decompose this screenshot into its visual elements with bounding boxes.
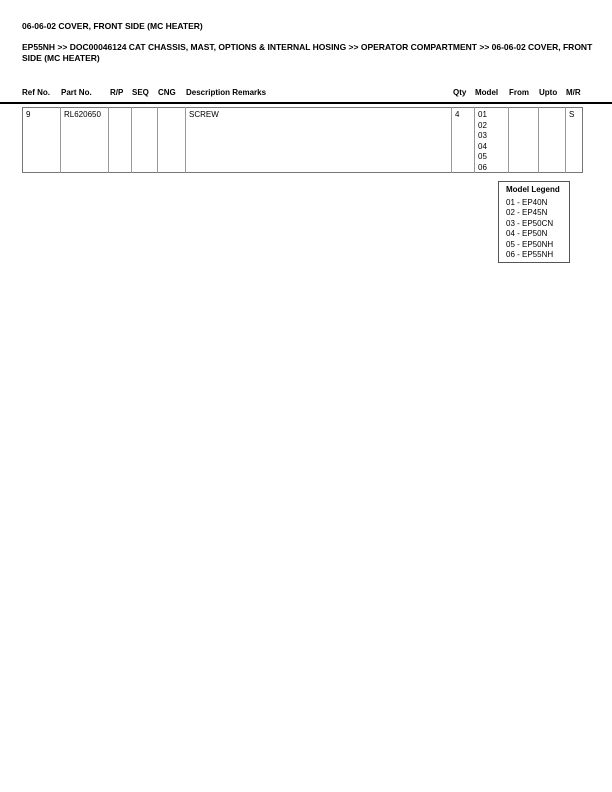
header-model: Model [475,88,499,97]
divider [474,107,475,173]
header-from: From [509,88,529,97]
header-cng: CNG [158,88,176,97]
model-code: 03 [478,131,487,141]
divider [108,107,109,173]
divider [185,107,186,173]
header-upto: Upto [539,88,558,97]
divider [451,107,452,173]
legend-item: 04 - EP50N [506,229,548,238]
legend-item: 03 - EP50CN [506,218,554,228]
cell-mr: S [569,110,575,119]
legend-item: 05 - EP50NH [506,239,554,249]
divider [538,107,539,173]
breadcrumb: EP55NH >> DOC00046124 CAT CHASSIS, MAST,… [22,42,593,63]
cell-qty: 4 [455,110,460,119]
model-code: 05 [478,152,487,162]
legend-title: Model Legend [506,185,560,194]
legend-item: 02 - EP45N [506,208,548,217]
divider [508,107,509,173]
header-qty: Qty [453,88,467,97]
header-rp: R/P [110,88,124,97]
header-part: Part No. [61,88,92,97]
header-rule [0,102,612,104]
model-code: 04 [478,141,487,151]
divider [131,107,132,173]
model-legend: Model Legend 01 - EP40N 02 - EP45N 03 - … [498,181,570,263]
divider [565,107,566,173]
page-title: 06-06-02 COVER, FRONT SIDE (MC HEATER) [22,21,203,31]
cell-ref: 9 [26,110,31,119]
header-mr: M/R [566,88,581,97]
legend-item: 01 - EP40N [506,197,548,207]
cell-desc: SCREW [189,110,219,119]
cell-part: RL620650 [64,110,101,119]
model-code: 02 [478,120,487,130]
header-seq: SEQ [132,88,149,97]
cell-models: 01 02 03 04 05 06 [478,110,487,174]
divider [60,107,61,173]
model-code: 06 [478,162,487,172]
legend-item: 06 - EP55NH [506,250,554,259]
divider [157,107,158,173]
header-desc: Description Remarks [186,88,267,97]
header-ref: Ref No. [22,88,50,97]
row-border [22,107,583,173]
model-code: 01 [478,110,487,119]
